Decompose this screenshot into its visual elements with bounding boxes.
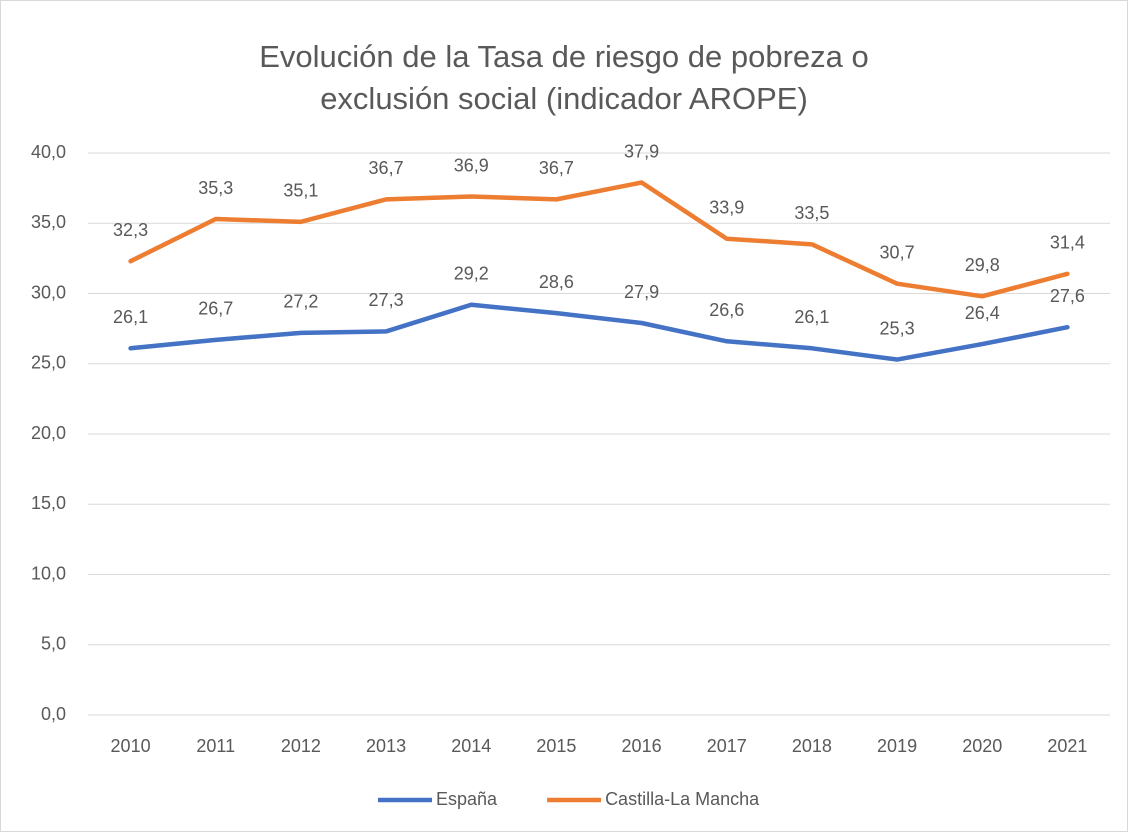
- data-label: 36,9: [454, 155, 489, 175]
- y-tick-label: 15,0: [31, 493, 66, 513]
- legend-label: España: [436, 789, 498, 809]
- data-label: 29,8: [965, 255, 1000, 275]
- data-label: 37,9: [624, 141, 659, 161]
- series-line: [128, 180, 1070, 299]
- x-tick-label: 2012: [281, 736, 321, 756]
- data-label: 35,3: [198, 178, 233, 198]
- data-label: 26,4: [965, 303, 1000, 323]
- data-label: 26,1: [113, 307, 148, 327]
- data-label: 25,3: [880, 318, 915, 338]
- data-label: 33,5: [794, 203, 829, 223]
- data-label: 36,7: [369, 158, 404, 178]
- y-tick-label: 30,0: [31, 282, 66, 302]
- x-tick-label: 2014: [451, 736, 491, 756]
- x-tick-label: 2015: [536, 736, 576, 756]
- x-tick-label: 2021: [1047, 736, 1087, 756]
- data-label: 33,9: [709, 197, 744, 217]
- y-tick-label: 40,0: [31, 142, 66, 162]
- data-label: 32,3: [113, 220, 148, 240]
- data-label: 27,2: [283, 292, 318, 312]
- data-label: 26,6: [709, 300, 744, 320]
- x-tick-label: 2013: [366, 736, 406, 756]
- data-label: 30,7: [880, 242, 915, 262]
- x-tick-label: 2018: [792, 736, 832, 756]
- y-tick-label: 0,0: [41, 704, 66, 724]
- y-tick-label: 20,0: [31, 423, 66, 443]
- x-tick-label: 2020: [962, 736, 1002, 756]
- y-tick-label: 35,0: [31, 212, 66, 232]
- x-tick-label: 2011: [196, 736, 235, 756]
- y-tick-label: 25,0: [31, 353, 66, 373]
- data-label: 27,9: [624, 282, 659, 302]
- legend-label: Castilla-La Mancha: [605, 789, 760, 809]
- data-label: 26,7: [198, 299, 233, 319]
- x-tick-label: 2019: [877, 736, 917, 756]
- data-label: 27,3: [369, 290, 404, 310]
- data-label: 35,1: [283, 181, 318, 201]
- x-tick-label: 2010: [111, 736, 151, 756]
- data-label: 31,4: [1050, 233, 1085, 253]
- data-label: 27,6: [1050, 286, 1085, 306]
- data-label: 26,1: [794, 307, 829, 327]
- data-label: 29,2: [454, 263, 489, 283]
- x-tick-label: 2017: [707, 736, 747, 756]
- y-tick-label: 10,0: [31, 563, 66, 583]
- chart-title: Evolución de la Tasa de riesgo de pobrez…: [259, 39, 869, 116]
- x-tick-label: 2016: [622, 736, 662, 756]
- series-line: [128, 302, 1070, 362]
- data-label: 36,7: [539, 158, 574, 178]
- y-tick-label: 5,0: [41, 634, 66, 654]
- data-label: 28,6: [539, 272, 574, 292]
